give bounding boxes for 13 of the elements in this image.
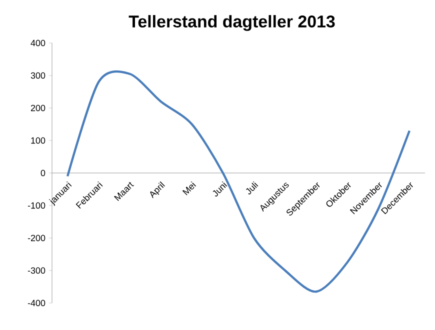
y-tick-label: 100 <box>31 137 46 144</box>
y-tick-label: 200 <box>30 104 46 112</box>
x-tick-label: Juni <box>212 181 228 196</box>
y-tick-label: -400 <box>28 300 46 306</box>
y-tick-label: -300 <box>28 267 46 274</box>
chart-title: Tellerstand dagteller 2013 <box>128 15 335 31</box>
y-tick-label: 300 <box>30 72 46 79</box>
y-tick-label: -100 <box>28 202 46 209</box>
y-tick-label: 0 <box>40 170 46 176</box>
x-tick-label: Juli <box>246 181 258 194</box>
y-tick-label: 400 <box>30 40 46 46</box>
x-tick-label: Mei <box>182 181 196 196</box>
y-tick-label: -200 <box>28 234 46 242</box>
